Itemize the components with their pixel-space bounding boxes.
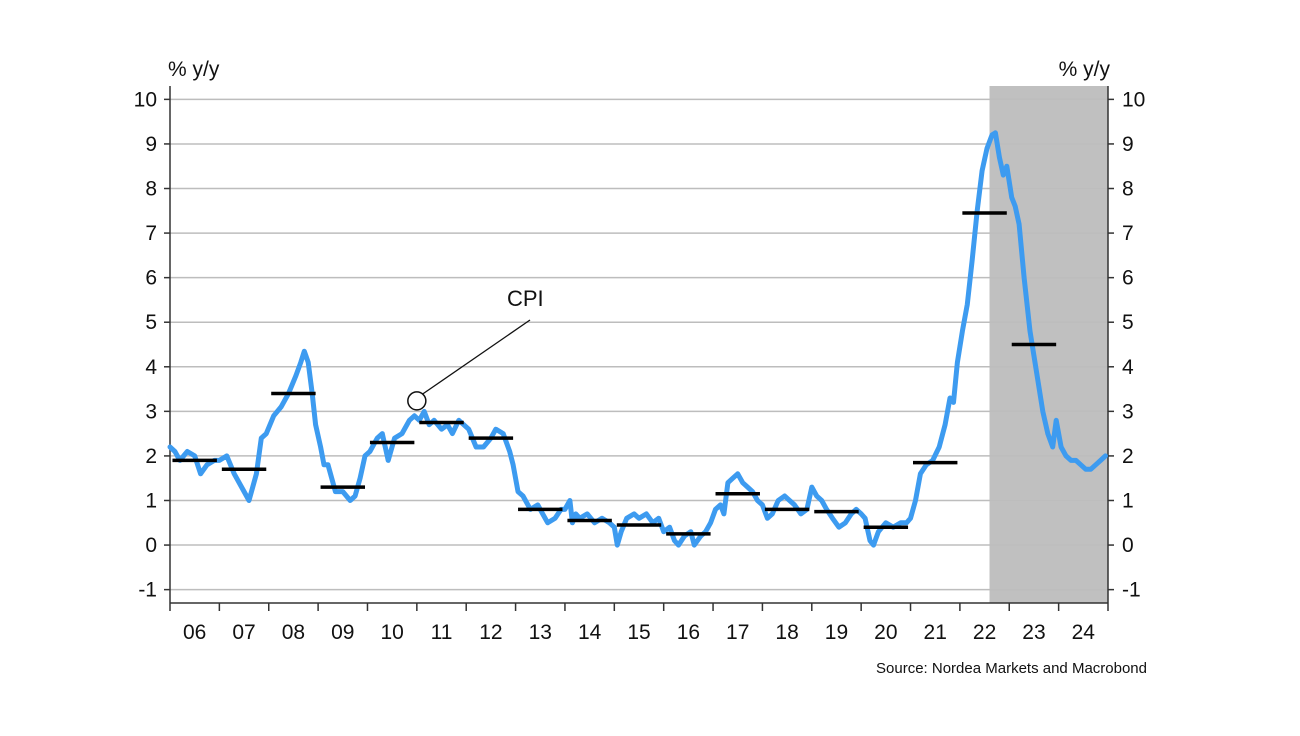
x-tick-label: 20 — [874, 621, 897, 644]
x-tick-label: 15 — [627, 621, 650, 644]
x-tick-label: 12 — [479, 621, 502, 644]
x-tick-label: 07 — [232, 621, 255, 644]
left-y-tick-label: 6 — [145, 267, 157, 290]
left-y-tick-label: 5 — [145, 311, 157, 334]
left-y-tick-label: 10 — [134, 88, 157, 111]
x-tick-label: 10 — [380, 621, 403, 644]
right-y-tick-label: 10 — [1122, 88, 1145, 111]
left-y-tick-label: 2 — [145, 445, 157, 468]
cpi-series-line — [167, 130, 1108, 548]
x-tick-label: 23 — [1022, 621, 1045, 644]
right-y-tick-label: 1 — [1122, 489, 1134, 512]
cpi-annotation-circle — [407, 391, 427, 411]
right-y-tick-label: 5 — [1122, 311, 1134, 334]
cpi-annotation-label: CPI — [507, 286, 544, 311]
x-tick-label: 13 — [529, 621, 552, 644]
left-y-tick-label: 3 — [145, 400, 157, 423]
x-tick-label: 11 — [431, 621, 453, 644]
x-tick-label: 24 — [1072, 621, 1096, 644]
series-layer — [167, 130, 1108, 548]
x-tick-label: 17 — [726, 621, 749, 644]
left-y-tick-label: 9 — [145, 133, 157, 156]
right-y-tick-label: 6 — [1122, 267, 1134, 290]
left-axis-unit-label: % y/y — [168, 58, 220, 81]
cpi-annotation-leader — [422, 319, 531, 395]
x-tick-label: 21 — [924, 621, 947, 644]
right-axis-unit-label: % y/y — [1059, 58, 1111, 81]
left-y-tick-label: 0 — [145, 534, 157, 557]
x-tick-label: 14 — [578, 621, 602, 644]
x-tick-label: 18 — [775, 621, 798, 644]
x-tick-label: 06 — [183, 621, 206, 644]
left-y-tick-label: 1 — [145, 489, 157, 512]
left-y-tick-label: 4 — [145, 356, 157, 379]
source-note: Source: Nordea Markets and Macrobond — [876, 660, 1147, 677]
x-tick-label: 16 — [677, 621, 700, 644]
right-y-tick-label: 7 — [1122, 222, 1134, 245]
left-y-tick-label: 8 — [145, 178, 157, 201]
left-y-tick-label: 7 — [145, 222, 157, 245]
left-y-tick-label: -1 — [138, 579, 157, 602]
x-tick-label: 08 — [282, 621, 305, 644]
x-tick-label: 22 — [973, 621, 996, 644]
right-y-tick-label: 9 — [1122, 133, 1134, 156]
right-y-tick-label: 0 — [1122, 534, 1134, 557]
gridlines — [170, 98, 1108, 591]
right-y-tick-label: 2 — [1122, 445, 1134, 468]
x-tick-label: 09 — [331, 621, 354, 644]
right-y-tick-label: 8 — [1122, 178, 1134, 201]
right-y-tick-label: -1 — [1122, 579, 1141, 602]
annotation-layer: CPI — [407, 286, 544, 411]
right-y-tick-label: 3 — [1122, 400, 1134, 423]
right-y-tick-label: 4 — [1122, 356, 1134, 379]
x-tick-label: 19 — [825, 621, 848, 644]
